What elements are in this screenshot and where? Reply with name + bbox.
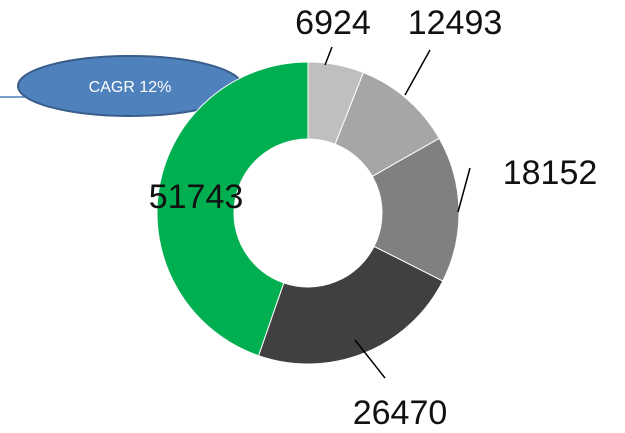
data-label: 6924: [295, 4, 371, 42]
leader-line: [457, 167, 471, 213]
data-label: 51743: [149, 178, 244, 216]
leader-line: [324, 46, 333, 66]
donut: [156, 61, 460, 365]
data-label: 18152: [503, 154, 598, 192]
donut-segment: [257, 245, 444, 365]
data-label: 12493: [408, 4, 503, 42]
leader-line: [404, 49, 431, 96]
data-label: 26470: [353, 394, 448, 432]
leader-line: [354, 339, 386, 379]
callout-text: CAGR 12%: [89, 79, 172, 96]
donut-segment: [156, 61, 309, 357]
